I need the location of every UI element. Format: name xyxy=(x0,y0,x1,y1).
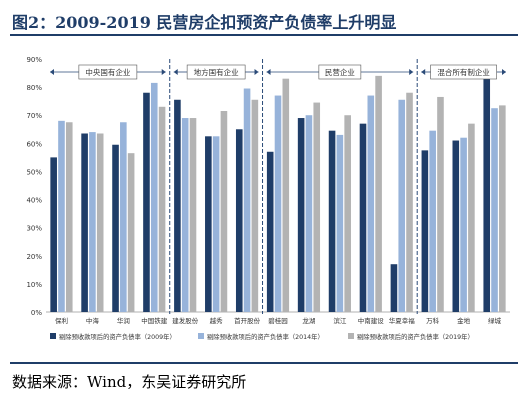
group-arrowhead-left xyxy=(421,69,426,75)
x-tick-label: 中海 xyxy=(86,316,100,325)
legend-label-2: 剔除预收款项后的资产负债率（2019年） xyxy=(357,332,474,341)
group-label-box xyxy=(318,64,362,80)
bar-2-11 xyxy=(406,92,413,312)
y-tick-label: 50% xyxy=(26,168,42,176)
y-tick-label: 20% xyxy=(26,253,42,261)
group-label-box xyxy=(430,64,497,80)
bar-2-14 xyxy=(499,105,506,312)
x-tick-label: 中南建设 xyxy=(358,316,385,325)
bar-1-7 xyxy=(274,95,282,312)
y-tick-label: 30% xyxy=(26,225,42,233)
group-arrowhead-left xyxy=(173,69,178,75)
x-tick-label: 越秀 xyxy=(210,316,224,325)
x-tick-label: 首开股份 xyxy=(234,316,261,325)
chart-area: 0% 10% 20% 30% 40% 50% 60% 70% 80% 90% 保利 中海 华润 中国铁建建… xyxy=(10,44,518,358)
bar-1-8 xyxy=(305,115,313,312)
bar-1-6 xyxy=(243,88,251,312)
bar-1-10 xyxy=(367,95,375,312)
bar-1-13 xyxy=(460,137,467,312)
x-tick-label: 华夏幸福 xyxy=(389,316,416,325)
bar-2-5 xyxy=(220,111,228,312)
bar-0-0 xyxy=(50,157,57,312)
bar-1-3 xyxy=(150,82,158,312)
bar-0-6 xyxy=(235,129,243,312)
x-tick-label: 保利 xyxy=(55,316,68,325)
x-tick-label: 建发股份 xyxy=(172,316,199,325)
bar-1-12 xyxy=(429,130,436,312)
bar-2-13 xyxy=(468,123,475,313)
bar-2-0 xyxy=(65,122,73,312)
bar-0-13 xyxy=(452,140,460,312)
y-tick-label: 40% xyxy=(26,197,42,205)
bar-1-2 xyxy=(120,122,127,312)
y-tick-label: 70% xyxy=(26,112,42,120)
y-tick-label: 60% xyxy=(26,140,42,148)
bar-0-14 xyxy=(483,77,491,312)
x-tick-label: 滨江 xyxy=(333,316,347,325)
bar-2-7 xyxy=(282,78,290,312)
x-tick-label: 碧桂园 xyxy=(268,316,288,325)
x-tick-label: 龙湖 xyxy=(302,316,316,325)
bar-0-1 xyxy=(81,133,88,312)
group-arrowhead-right xyxy=(502,69,506,75)
group-label: 混合所有制企业 xyxy=(437,67,490,77)
bar-1-0 xyxy=(58,120,65,312)
bar-0-4 xyxy=(174,99,181,312)
y-tick-label: 90% xyxy=(26,56,42,64)
source-note: 数据来源：Wind，东吴证券研究所 xyxy=(12,373,247,391)
legend-label-0: 剔除预收款项后的资产负债率（2009年） xyxy=(59,332,176,341)
group-arrowhead-right xyxy=(254,69,259,75)
bar-1-9 xyxy=(336,134,344,312)
legend-swatch-0 xyxy=(50,333,56,339)
y-tick-label: 80% xyxy=(26,84,42,92)
bar-2-2 xyxy=(127,153,135,312)
bar-0-3 xyxy=(143,92,150,312)
group-arrowhead-right xyxy=(161,69,166,75)
group-arrowhead-right xyxy=(409,69,414,75)
bar-0-10 xyxy=(359,123,367,313)
group-arrowhead-left xyxy=(50,69,54,75)
bar-2-3 xyxy=(158,106,166,313)
chart-title: 图2：2009-2019 民营房企扣预资产负债率上升明显 xyxy=(12,13,397,32)
bar-0-11 xyxy=(390,264,398,312)
x-tick-label: 中国铁建 xyxy=(141,316,168,325)
bar-2-1 xyxy=(96,133,104,312)
group-label: 民营企业 xyxy=(325,67,355,77)
bar-2-6 xyxy=(251,99,259,312)
footer-divider xyxy=(10,362,518,364)
bar-2-4 xyxy=(189,118,197,313)
bar-2-8 xyxy=(313,102,321,312)
bar-1-4 xyxy=(181,118,189,313)
bar-1-14 xyxy=(491,108,498,312)
x-tick-label: 绿城 xyxy=(488,316,502,325)
bar-0-2 xyxy=(112,144,119,312)
bar-2-12 xyxy=(437,96,444,312)
bar-1-1 xyxy=(89,132,96,312)
x-tick-label: 华润 xyxy=(117,316,130,325)
group-label: 中央国有企业 xyxy=(85,67,130,77)
group-label-box xyxy=(186,64,246,80)
bar-0-5 xyxy=(205,136,212,312)
group-label: 地方国有企业 xyxy=(194,67,239,77)
y-tick-label: 0% xyxy=(31,309,42,317)
bar-0-12 xyxy=(421,150,429,312)
bar-1-5 xyxy=(212,136,220,312)
x-tick-label: 万科 xyxy=(426,316,440,325)
legend-label-1: 剔除预收款项后的资产负债率（2014年） xyxy=(207,332,324,341)
bar-0-9 xyxy=(328,130,336,312)
legend-swatch-2 xyxy=(348,333,354,339)
bar-0-8 xyxy=(297,118,305,313)
y-tick-label: 10% xyxy=(26,281,42,289)
group-arrowhead-left xyxy=(266,69,271,75)
bar-2-10 xyxy=(375,75,382,312)
title-bar: 图2：2009-2019 民营房企扣预资产负债率上升明显 xyxy=(10,6,518,36)
bar-1-11 xyxy=(398,99,406,312)
legend-swatch-1 xyxy=(198,333,204,339)
bar-0-7 xyxy=(266,151,274,312)
group-label-box xyxy=(78,64,138,80)
bar-2-9 xyxy=(344,115,351,312)
bar-chart: 0% 10% 20% 30% 40% 50% 60% 70% 80% 90% 保利 中海 华润 中国铁建建… xyxy=(26,56,510,341)
x-tick-label: 金地 xyxy=(457,316,471,325)
